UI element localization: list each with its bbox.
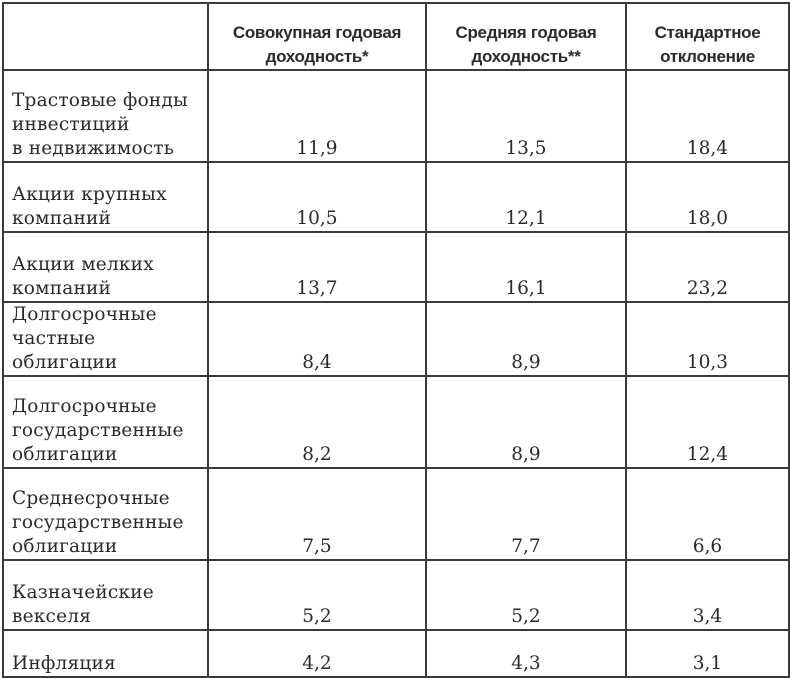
label-line: Акции мелких [12, 254, 154, 275]
header-line: Совокупная годовая [232, 23, 402, 42]
label-line: Казначейские [12, 582, 154, 603]
average-annual-return-cell: 12,1 [425, 161, 627, 233]
standard-deviation-cell: 6,6 [625, 467, 790, 561]
label-line: Долгосрочные [12, 396, 157, 417]
average-annual-return-cell: 7,7 [425, 467, 627, 561]
row-label: Долгосрочные государственные облигации [2, 375, 209, 469]
average-annual-return-cell: 8,9 [425, 301, 627, 377]
header-line: Стандартное [654, 23, 761, 42]
standard-deviation-cell: 23,2 [625, 231, 790, 303]
compound-annual-return-cell: 10,5 [207, 161, 427, 233]
table-row: Акции мелких компаний 13,7 16,1 23,2 [2, 231, 790, 303]
average-annual-return-cell: 5,2 [425, 559, 627, 631]
label-line: Среднесрочные [12, 488, 170, 509]
label-line: государственные [12, 420, 184, 441]
label-line: инвестиций [12, 114, 130, 135]
header-standard-deviation: Стандартное отклонение [625, 2, 790, 71]
row-label: Казначейские векселя [2, 559, 209, 631]
standard-deviation-cell: 3,1 [625, 629, 790, 678]
header-line: доходность** [471, 47, 581, 66]
standard-deviation-cell: 10,3 [625, 301, 790, 377]
row-label: Инфляция [2, 629, 209, 678]
header-average-annual-return: Средняя годовая доходность** [425, 2, 627, 71]
header-line: Средняя годовая [455, 23, 597, 42]
table-row: Среднесрочные государственные облигации … [2, 467, 790, 561]
row-label: Акции мелких компаний [2, 231, 209, 303]
average-annual-return-cell: 13,5 [425, 69, 627, 163]
average-annual-return-cell: 16,1 [425, 231, 627, 303]
compound-annual-return-cell: 13,7 [207, 231, 427, 303]
table-row: Инфляция 4,2 4,3 3,1 [2, 629, 790, 678]
compound-annual-return-cell: 4,2 [207, 629, 427, 678]
label-line: Инфляция [12, 653, 116, 674]
header-row: Совокупная годовая доходность* Средняя г… [2, 2, 790, 71]
table-row: Долгосрочные частные облигации 8,4 8,9 1… [2, 301, 790, 377]
row-label: Среднесрочные государственные облигации [2, 467, 209, 561]
label-line: Акции крупных [12, 184, 167, 205]
table-row: Акции крупных компаний 10,5 12,1 18,0 [2, 161, 790, 233]
table-row: Долгосрочные государственные облигации 8… [2, 375, 790, 469]
standard-deviation-cell: 18,0 [625, 161, 790, 233]
label-line: государственные [12, 512, 184, 533]
average-annual-return-cell: 8,9 [425, 375, 627, 469]
table-row: Трастовые фонды инвестиций в недвижимост… [2, 69, 790, 163]
table-row: Казначейские векселя 5,2 5,2 3,4 [2, 559, 790, 631]
label-line: компаний [12, 278, 112, 299]
label-line: в недвижимость [12, 138, 175, 159]
compound-annual-return-cell: 7,5 [207, 467, 427, 561]
standard-deviation-cell: 12,4 [625, 375, 790, 469]
label-line: компаний [12, 208, 112, 229]
compound-annual-return-cell: 5,2 [207, 559, 427, 631]
compound-annual-return-cell: 8,4 [207, 301, 427, 377]
header-compound-annual-return: Совокупная годовая доходность* [207, 2, 427, 71]
standard-deviation-cell: 18,4 [625, 69, 790, 163]
row-label: Трастовые фонды инвестиций в недвижимост… [2, 69, 209, 163]
compound-annual-return-cell: 8,2 [207, 375, 427, 469]
compound-annual-return-cell: 11,9 [207, 69, 427, 163]
average-annual-return-cell: 4,3 [425, 629, 627, 678]
label-line: облигации [12, 444, 118, 465]
header-empty [2, 2, 209, 71]
label-line: частные облигации [12, 328, 118, 373]
header-line: доходность* [265, 47, 369, 66]
label-line: Трастовые фонды [12, 90, 188, 111]
row-label: Долгосрочные частные облигации [2, 301, 209, 377]
header-line: отклонение [660, 47, 755, 66]
label-line: Долгосрочные [12, 304, 157, 325]
standard-deviation-cell: 3,4 [625, 559, 790, 631]
row-label: Акции крупных компаний [2, 161, 209, 233]
label-line: облигации [12, 536, 118, 557]
label-line: векселя [12, 606, 92, 627]
